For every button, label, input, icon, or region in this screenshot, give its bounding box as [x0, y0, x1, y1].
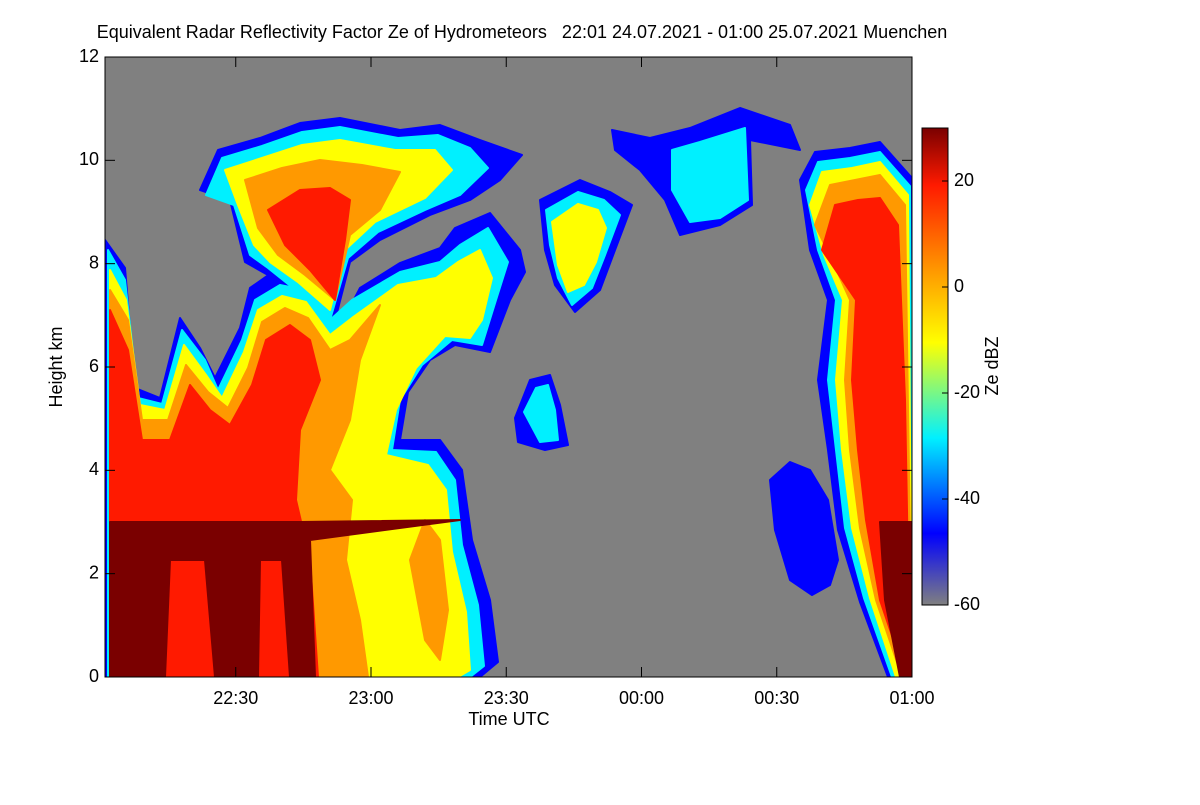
echo-region — [523, 384, 559, 443]
echo-region — [879, 521, 912, 677]
x-tick-label: 23:30 — [484, 688, 529, 708]
echo-region — [109, 519, 461, 677]
y-tick-label: 10 — [79, 149, 99, 169]
x-tick-label: 22:30 — [213, 688, 258, 708]
y-tick-label: 2 — [89, 562, 99, 582]
colorbar-tick-label: -60 — [954, 594, 980, 614]
echo-region — [551, 203, 607, 293]
colorbar-tick-label: -20 — [954, 382, 980, 402]
x-tick-label: 23:00 — [348, 688, 393, 708]
colorbar-label: Ze dBZ — [982, 336, 1002, 395]
echo-region — [769, 461, 839, 596]
x-axis-label: Time UTC — [468, 709, 549, 729]
echo-region — [267, 187, 351, 301]
y-tick-label: 0 — [89, 666, 99, 686]
echo-region — [671, 127, 749, 223]
chart-title: Equivalent Radar Reflectivity Factor Ze … — [97, 22, 948, 42]
colorbar-tick-label: 20 — [954, 170, 974, 190]
y-tick-label: 6 — [89, 356, 99, 376]
y-tick-label: 8 — [89, 252, 99, 272]
colorbar-tick-label: 0 — [954, 276, 964, 296]
echo-field — [105, 107, 912, 677]
x-tick-label: 01:00 — [889, 688, 934, 708]
x-tick-label: 00:00 — [619, 688, 664, 708]
colorbar — [921, 127, 949, 606]
colorbar-tick-label: -40 — [954, 488, 980, 508]
y-tick-label: 12 — [79, 46, 99, 66]
x-tick-label: 00:30 — [754, 688, 799, 708]
y-axis-label: Height km — [46, 326, 66, 407]
y-tick-label: 4 — [89, 459, 99, 479]
